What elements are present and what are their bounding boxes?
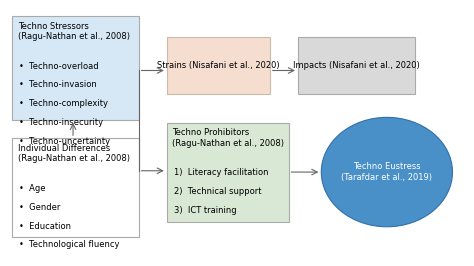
Text: •  Techno-insecurity: • Techno-insecurity xyxy=(19,118,103,127)
Text: Strains (Nisafani et al., 2020): Strains (Nisafani et al., 2020) xyxy=(157,61,280,70)
Text: •  Education: • Education xyxy=(19,222,71,231)
Text: 2)  Technical support: 2) Technical support xyxy=(174,187,261,196)
Text: •  Techno-complexity: • Techno-complexity xyxy=(19,99,108,108)
Text: •  Techno-overload: • Techno-overload xyxy=(19,62,99,71)
FancyBboxPatch shape xyxy=(167,37,270,94)
FancyBboxPatch shape xyxy=(12,138,138,237)
FancyBboxPatch shape xyxy=(12,16,138,120)
Text: •  Techno-invasion: • Techno-invasion xyxy=(19,80,97,89)
Ellipse shape xyxy=(321,117,453,227)
Text: •  Technological fluency: • Technological fluency xyxy=(19,240,119,249)
Text: •  Age: • Age xyxy=(19,184,46,193)
FancyBboxPatch shape xyxy=(167,123,289,222)
Text: Techno Stressors
(Ragu-Nathan et al., 2008): Techno Stressors (Ragu-Nathan et al., 20… xyxy=(18,22,130,41)
Text: Individual Differences
(Ragu-Nathan et al., 2008): Individual Differences (Ragu-Nathan et a… xyxy=(18,144,130,163)
Text: Techno Prohibitors
(Ragu-Nathan et al., 2008): Techno Prohibitors (Ragu-Nathan et al., … xyxy=(173,128,284,148)
Text: •  Techno-uncertainty: • Techno-uncertainty xyxy=(19,137,110,146)
Text: •  Gender: • Gender xyxy=(19,203,61,212)
Text: 3)  ICT training: 3) ICT training xyxy=(174,206,237,215)
FancyBboxPatch shape xyxy=(298,37,415,94)
Text: 1)  Literacy facilitation: 1) Literacy facilitation xyxy=(174,168,268,177)
Text: Impacts (Nisafani et al., 2020): Impacts (Nisafani et al., 2020) xyxy=(293,61,420,70)
Text: Techno Eustress
(Tarafdar et al., 2019): Techno Eustress (Tarafdar et al., 2019) xyxy=(341,162,432,182)
